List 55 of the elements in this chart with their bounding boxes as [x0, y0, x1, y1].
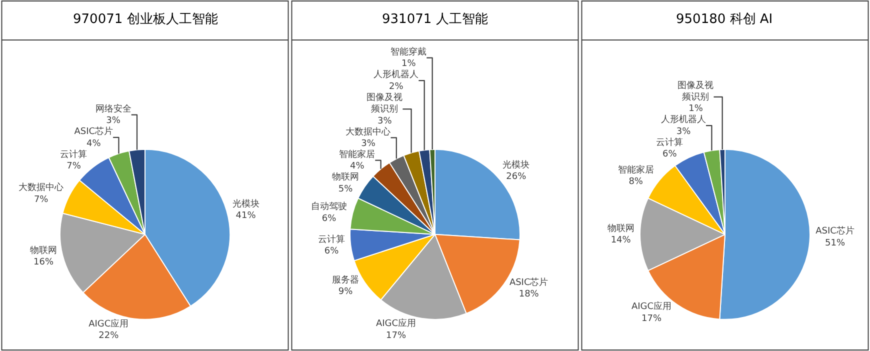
slice-label: 服务器	[332, 274, 360, 286]
slice-label: 物联网	[607, 223, 634, 234]
slice-label: 大数据中心	[346, 126, 391, 138]
chart-title: 950180 科创 AI	[676, 12, 773, 27]
slice-label: 智能穿戴	[390, 46, 427, 58]
slice-label: 智能家居	[339, 148, 376, 160]
slice-label: 人形机器人	[374, 69, 419, 80]
data-label: 51%	[825, 238, 846, 248]
slice-label: 云计算	[60, 148, 88, 160]
data-label: 4%	[86, 138, 102, 149]
slice-label: 物联网	[30, 244, 57, 256]
data-label: 6%	[322, 214, 337, 224]
data-label: 9%	[338, 287, 354, 298]
data-label: 3%	[378, 116, 392, 126]
chart-title: 931071 人工智能	[382, 12, 488, 27]
data-label: 22%	[98, 331, 120, 342]
slice-label: 云计算	[318, 234, 345, 245]
data-label: 5%	[338, 184, 354, 194]
slice-label: 光模块	[232, 198, 260, 210]
slice-label: 图像及视频识别	[678, 80, 714, 102]
data-label: 16%	[33, 258, 54, 268]
data-label: 1%	[402, 59, 416, 70]
data-label: 1%	[688, 104, 704, 114]
slice-label: 物联网	[332, 172, 360, 183]
slice-label: ASIC芯片	[509, 276, 548, 288]
slice-label: 光模块	[502, 160, 530, 171]
slice-label: 自动驾驶	[310, 201, 347, 212]
slice-label: 网络安全	[95, 103, 132, 114]
data-label: 7%	[66, 162, 82, 172]
data-label: 18%	[518, 290, 540, 300]
data-label: 8%	[628, 176, 644, 187]
data-label: 3%	[106, 116, 121, 126]
data-label: 3%	[361, 138, 376, 149]
slice-label: 大数据中心	[18, 182, 64, 194]
data-label: 14%	[610, 236, 632, 246]
slice-label: ASIC芯片	[74, 126, 114, 138]
slice-label: 人形机器人	[661, 114, 706, 126]
data-label: 4%	[350, 162, 365, 172]
slice-label: 云计算	[656, 136, 684, 148]
data-label: 3%	[676, 126, 692, 137]
slice-label: AIGC应用	[88, 318, 129, 330]
slice-label: AIGC应用	[376, 318, 416, 330]
data-label: 7%	[34, 194, 49, 205]
data-label: 26%	[506, 172, 527, 182]
data-label: 41%	[236, 211, 256, 222]
slice-label: 智能家居	[618, 164, 654, 176]
data-label: 17%	[386, 330, 406, 341]
data-label: 6%	[324, 246, 340, 257]
chart-title: 970071 创业板人工智能	[73, 12, 218, 27]
slice-label: ASIC芯片	[816, 226, 854, 237]
data-label: 17%	[642, 314, 662, 324]
slice-label: 图像及视频识别	[366, 92, 403, 115]
data-label: 2%	[389, 82, 404, 92]
data-label: 6%	[662, 150, 678, 160]
slice-label: AIGC应用	[631, 301, 672, 312]
